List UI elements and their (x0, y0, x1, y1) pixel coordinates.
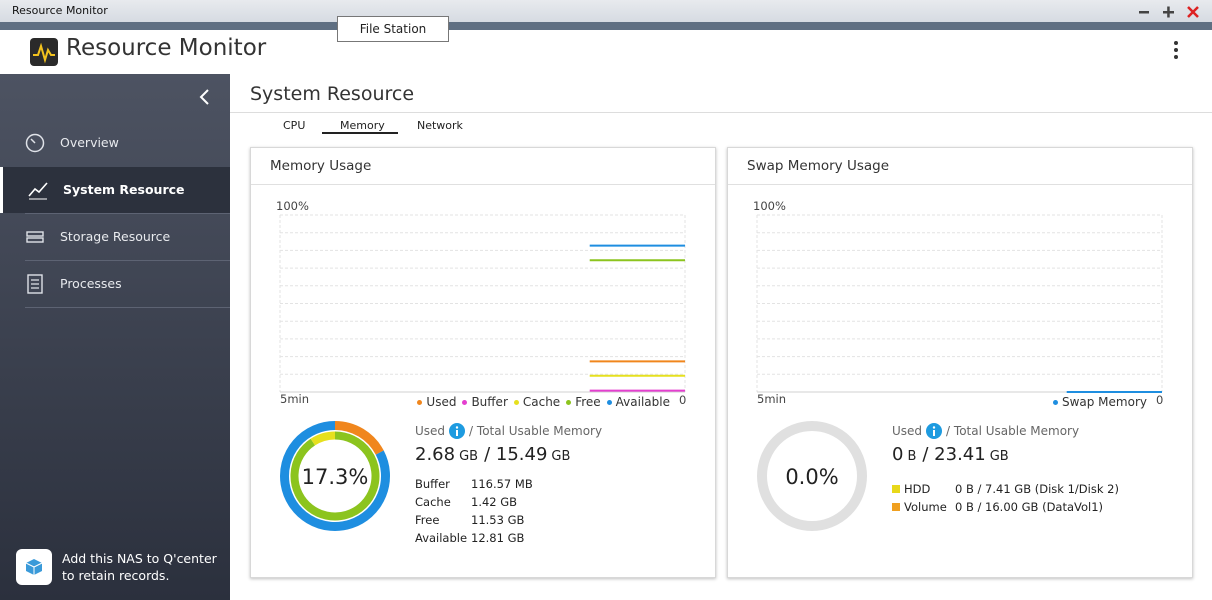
row-label: Buffer (415, 477, 450, 491)
sidebar: Overview System Resource Storage Resource P… (0, 74, 230, 600)
stats-label: Used / Total Usable Memory (415, 423, 602, 439)
nav-label: System Resource (63, 182, 185, 197)
nav-item[interactable]: Storage Resource (0, 214, 230, 260)
nav-separator (25, 213, 230, 214)
nav-item[interactable]: Overview (0, 120, 230, 166)
info-icon[interactable] (926, 423, 943, 439)
app-header (0, 30, 1212, 74)
panel-divider (251, 184, 715, 185)
row-value: 116.57 MB (471, 477, 533, 491)
amount-part: 2.68 (415, 444, 456, 465)
row-value: 12.81 GB (471, 531, 525, 545)
legend: Swap Memory (1052, 395, 1147, 409)
panel-title: Memory Usage (270, 158, 372, 174)
legend-swatch (892, 503, 900, 511)
info-icon[interactable] (449, 423, 466, 439)
nav-item[interactable]: System Resource (0, 167, 230, 213)
legend-label: Swap Memory (1061, 395, 1147, 409)
legend-item: Available (606, 395, 670, 409)
footer-text: Add this NAS to Q'center (62, 551, 217, 566)
app-title: Resource Monitor (66, 35, 267, 61)
nav-icon (28, 182, 48, 200)
section-title: System Resource (250, 83, 415, 105)
used-label: Used (892, 424, 923, 438)
amount-part: GB (989, 449, 1009, 464)
amount-part: 0 (892, 444, 904, 465)
legend-dot (462, 400, 468, 405)
legend-dot (417, 400, 423, 405)
nav-separator (25, 260, 230, 261)
usage-amount: 2.68 GB/ 15.49 GB (415, 444, 576, 465)
nav-icon (26, 231, 44, 243)
nav-label: Processes (60, 276, 122, 291)
app-icon (30, 38, 58, 66)
nav-icon (25, 133, 45, 153)
legend-item: Swap Memory (1052, 395, 1147, 409)
tab[interactable]: CPU (283, 119, 306, 132)
nav-label: Overview (60, 135, 119, 150)
legend-item: Free (566, 395, 601, 409)
window-title: Resource Monitor (12, 4, 108, 17)
nav-item[interactable]: Processes (0, 261, 230, 307)
legend-dot (513, 400, 519, 405)
legend-item: Buffer (462, 395, 508, 409)
qcenter-icon[interactable] (16, 549, 52, 585)
legend-label: Buffer (471, 395, 508, 409)
amount-part: / 23.41 (922, 444, 986, 465)
toolbar-band (0, 22, 1212, 30)
legend-dot (1052, 400, 1058, 405)
usage-amount: 0 B / 23.41 GB (892, 444, 1015, 465)
nav-label: Storage Resource (60, 229, 171, 244)
legend-swatch (892, 485, 900, 493)
window-controls[interactable] (1134, 3, 1206, 21)
tab-underline (322, 132, 398, 134)
stats-label: Used / Total Usable Memory (892, 423, 1079, 439)
row-label: Available (415, 531, 468, 545)
nav-icon (27, 274, 43, 294)
tab[interactable]: Memory (340, 119, 385, 132)
row-label: Cache (415, 495, 451, 509)
amount-part: GB (459, 449, 479, 464)
legend-dot (566, 400, 572, 405)
collapse-button[interactable] (198, 88, 212, 106)
row-label: Free (415, 513, 440, 527)
row-label: HDD (904, 482, 931, 496)
amount-part: B (907, 449, 917, 464)
divider (230, 112, 1212, 113)
row-value: 0 B / 7.41 GB (Disk 1/Disk 2) (955, 482, 1119, 496)
nav-separator (25, 307, 230, 308)
row-value: 0 B / 16.00 GB (DataVol1) (955, 500, 1104, 514)
legend-item: Cache (513, 395, 561, 409)
legend-label: Cache (522, 395, 561, 409)
row-label: Volume (904, 500, 947, 514)
total-label: / Total Usable Memory (469, 424, 603, 438)
legend-item: Used (417, 395, 456, 409)
used-label: Used (415, 424, 446, 438)
legend-label: Available (615, 395, 670, 409)
legend-label: Used (426, 395, 457, 409)
footer-text: to retain records. (62, 568, 170, 583)
amount-part: GB (551, 449, 571, 464)
tab[interactable]: Network (417, 119, 463, 132)
legend-label: Free (575, 395, 601, 409)
legend: Used Buffer Cache Free Available (417, 395, 670, 409)
row-value: 11.53 GB (471, 513, 525, 527)
panel-title: Swap Memory Usage (747, 158, 890, 174)
tooltip: File Station (337, 16, 449, 42)
panel-divider (728, 184, 1192, 185)
legend-dot (606, 400, 612, 405)
title-bar (0, 0, 1212, 22)
total-label: / Total Usable Memory (946, 424, 1080, 438)
amount-part: / 15.49 (484, 444, 548, 465)
row-value: 1.42 GB (471, 495, 518, 509)
menu-button[interactable] (1170, 40, 1182, 62)
